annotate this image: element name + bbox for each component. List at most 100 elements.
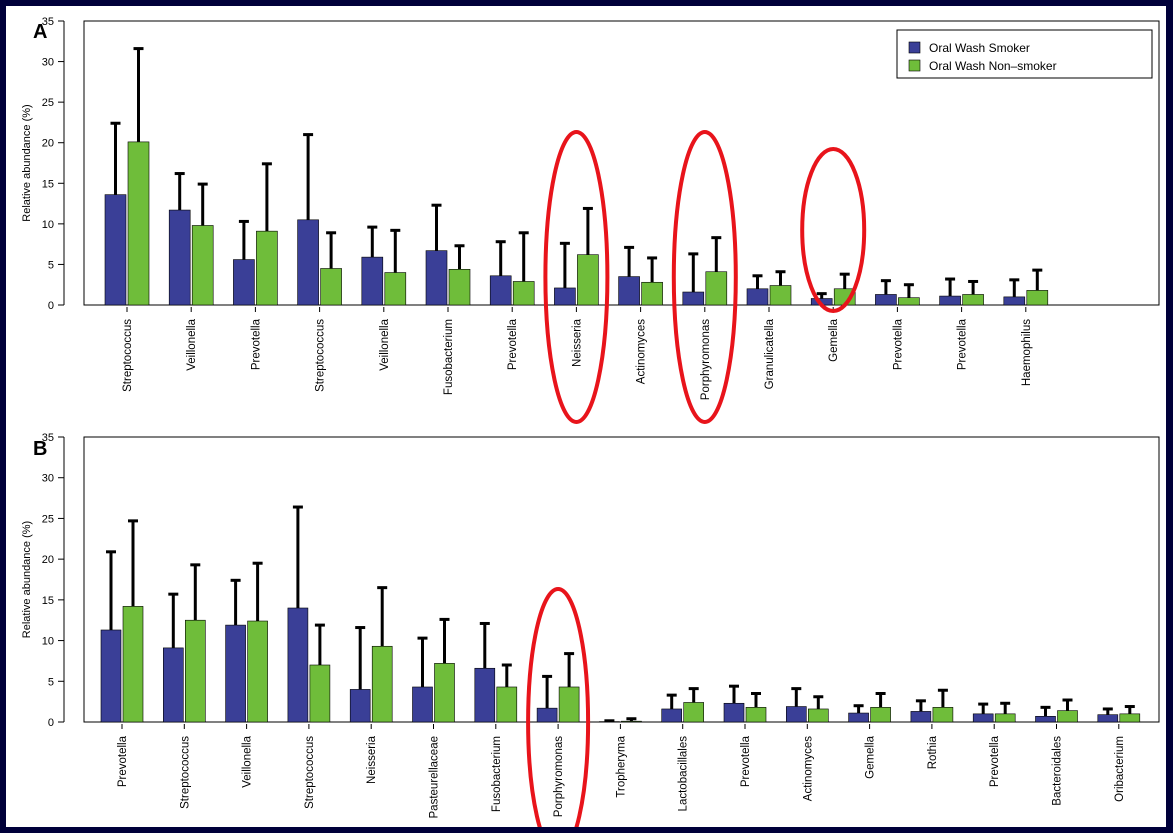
bar-smoker [682, 291, 705, 306]
legend-label-nonsmoker: Oral Wash Non–smoker [929, 59, 1057, 73]
category-group: Prevotella [723, 684, 767, 787]
bar-smoker [233, 259, 255, 306]
category-group: Lactobacillales [661, 687, 705, 812]
bar-nonsmoker [641, 281, 663, 306]
bar-smoker [554, 287, 576, 306]
category-group: Gemella [848, 692, 891, 779]
y-tick-label: 10 [42, 219, 54, 231]
x-category-label: Prevotella [892, 318, 904, 370]
y-tick-label: 15 [42, 178, 54, 190]
legend-swatch-smoker [908, 41, 921, 54]
bar-smoker [225, 624, 246, 723]
bar-nonsmoker [932, 707, 954, 723]
x-category-label: Neisseria [366, 735, 378, 784]
y-tick-label: 5 [48, 259, 54, 271]
y-tick-label: 5 [48, 676, 54, 688]
bar-smoker [168, 209, 191, 306]
x-category-label: Bacteroidales [1052, 736, 1064, 806]
category-group: Prevotella [489, 231, 535, 370]
legend-box [896, 29, 1153, 79]
bar-smoker [361, 256, 384, 306]
bar-smoker [848, 712, 869, 723]
bar-smoker [489, 275, 512, 306]
bar-smoker [425, 250, 448, 306]
category-group: Streptococcus [104, 47, 150, 392]
category-group: Prevotella [972, 701, 1016, 787]
category-group: Streptococcus [163, 563, 206, 809]
bar-nonsmoker [384, 272, 407, 306]
y-tick-label: 20 [42, 138, 54, 150]
category-group: Tropheryma [599, 717, 642, 798]
bar-nonsmoker [1026, 290, 1049, 306]
category-group: Bacteroidales [1035, 698, 1078, 806]
x-category-label: Porphyromonas [700, 319, 712, 400]
category-group: Actinomyces [618, 245, 663, 384]
bar-smoker [939, 295, 961, 306]
y-tick-label: 30 [42, 57, 54, 69]
category-group: Pasteurellaceae [412, 617, 455, 818]
bar-nonsmoker [496, 686, 518, 723]
y-tick-label: 0 [48, 717, 54, 729]
category-group: Veillonella [168, 172, 214, 371]
x-category-label: Haemophilus [1021, 319, 1033, 386]
x-category-label: Pasteurellaceae [429, 736, 441, 818]
x-category-label: Neisseria [571, 318, 583, 367]
highlight-ellipse [671, 130, 738, 424]
y-tick-label: 0 [48, 300, 54, 312]
category-group: Rothia [910, 688, 954, 769]
x-category-label: Lactobacillales [678, 736, 690, 812]
bar-nonsmoker [807, 708, 829, 723]
x-category-label: Veillonella [242, 735, 254, 787]
panel-label: A [33, 21, 47, 43]
category-group: Neisseria [554, 206, 599, 367]
bar-smoker [474, 667, 496, 723]
bar-nonsmoker [185, 619, 206, 723]
category-group: Neisseria [349, 586, 393, 784]
bar-nonsmoker [870, 707, 891, 723]
bar-smoker [599, 721, 620, 723]
category-group: Fusobacterium [474, 621, 518, 812]
y-tick-label: 20 [42, 554, 54, 566]
category-group: Granulicatella [746, 270, 792, 389]
category-group: Prevotella [100, 519, 144, 787]
bar-nonsmoker [371, 645, 393, 723]
x-category-label: Gemella [865, 735, 877, 778]
bar-smoker [297, 219, 319, 306]
bar-smoker [412, 686, 433, 723]
legend: Oral Wash Smoker Oral Wash Non–smoker [896, 29, 1153, 79]
bar-nonsmoker [320, 268, 342, 306]
category-group: Actinomyces [785, 687, 829, 801]
category-group: Streptococcus [297, 133, 342, 392]
bar-nonsmoker [683, 702, 705, 723]
y-axis-label: Relative abundance (%) [21, 104, 33, 221]
bar-nonsmoker [512, 281, 535, 306]
bar-nonsmoker [705, 271, 728, 306]
highlight-ellipse [526, 587, 591, 827]
highlight-ellipse [543, 130, 610, 424]
x-category-label: Gemella [828, 318, 840, 361]
x-category-label: Veillonella [379, 318, 391, 370]
x-category-label: Fusobacterium [443, 319, 455, 395]
bar-nonsmoker [621, 720, 642, 723]
y-axis-label: Relative abundance (%) [21, 521, 33, 638]
bar-nonsmoker [994, 713, 1016, 723]
bar-smoker [163, 647, 184, 723]
bar-nonsmoker [309, 664, 331, 723]
category-group: Streptococcus [287, 505, 331, 809]
bar-nonsmoker [434, 663, 455, 723]
category-group: Prevotella [939, 277, 984, 370]
bar-smoker [972, 713, 994, 723]
x-category-label: Tropheryma [615, 735, 627, 797]
bar-nonsmoker [247, 620, 268, 723]
y-tick-label: 35 [42, 16, 54, 28]
x-category-label: Prevotella [507, 318, 519, 370]
category-group: Prevotella [233, 162, 278, 370]
x-category-label: Veillonella [186, 318, 198, 370]
x-category-label: Fusobacterium [491, 736, 503, 812]
x-category-label: Prevotella [250, 318, 262, 370]
x-category-label: Streptococcus [304, 736, 316, 809]
category-group: Veillonella [361, 225, 407, 371]
y-tick-label: 35 [42, 432, 54, 444]
bar-nonsmoker [898, 297, 920, 306]
